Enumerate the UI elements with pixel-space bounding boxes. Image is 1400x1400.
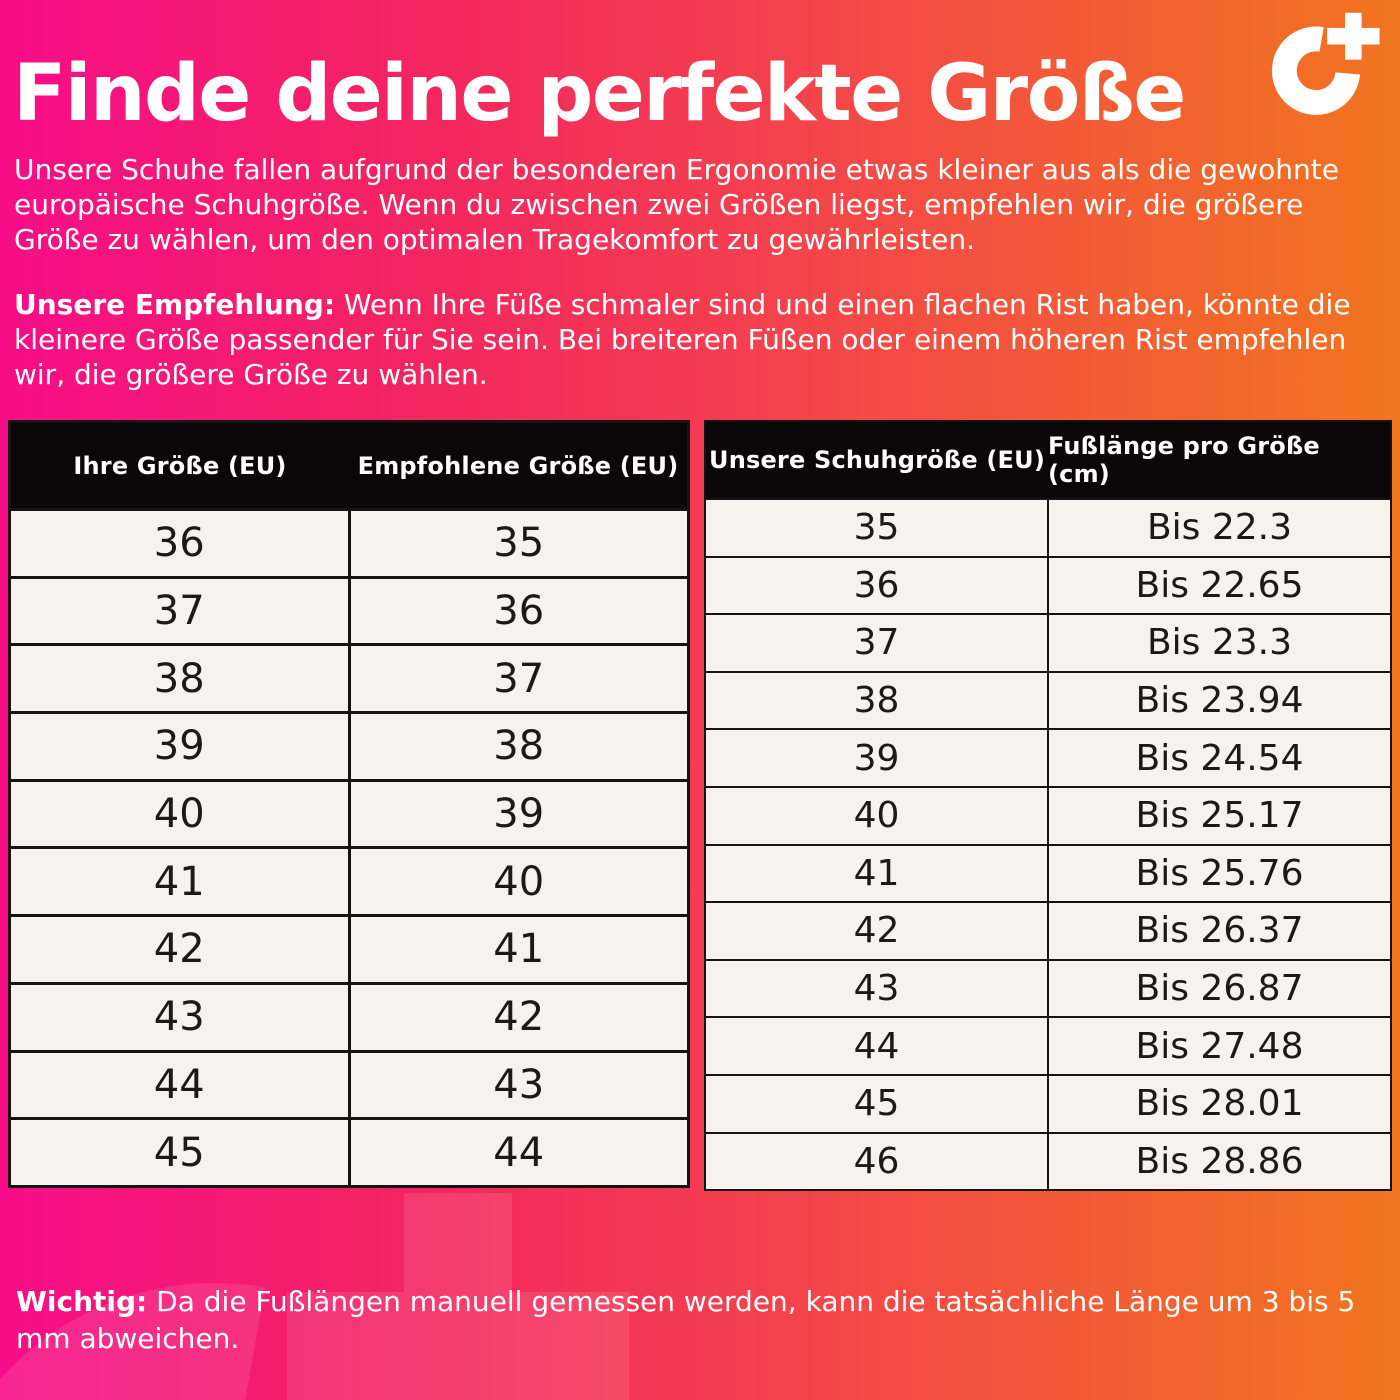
foot-length-table-body: 35 Bis 22.3 36 Bis 22.65 37 Bis 23.3 38 … xyxy=(706,498,1390,1190)
your-size-cell: 41 xyxy=(153,858,205,905)
table-row: 37 Bis 23.3 xyxy=(706,613,1390,671)
recommended-size-cell: 43 xyxy=(347,1052,688,1118)
foot-length-cell: Bis 23.94 xyxy=(1047,672,1390,729)
foot-length-table-header: Unsere Schuhgröße (EU) Fußlänge pro Größ… xyxy=(706,422,1390,498)
table-row: 38 Bis 23.94 xyxy=(706,670,1390,729)
foot-length-cell: Bis 24.54 xyxy=(1047,730,1390,786)
table-row: 45 44 xyxy=(11,1117,687,1185)
table-row: 44 Bis 27.48 xyxy=(706,1016,1390,1074)
recommended-size-cell: 39 xyxy=(347,781,688,847)
page-title: Finde deine perfekte Größe xyxy=(13,49,1186,139)
shoe-size-cell: 36 xyxy=(853,564,900,606)
your-size-cell: 45 xyxy=(153,1129,205,1176)
important-note: Wichtig: Da die Fußlängen manuell gemess… xyxy=(16,1283,1388,1357)
your-size-cell: 36 xyxy=(153,520,205,567)
column-header-recommended-size: Empfohlene Größe (EU) xyxy=(357,451,679,480)
table-row: 36 35 xyxy=(11,508,687,576)
size-recommendation-table-header: Ihre Größe (EU) Empfohlene Größe (EU) xyxy=(11,423,687,508)
foot-length-cell: Bis 26.87 xyxy=(1047,960,1390,1017)
recommended-size-cell: 37 xyxy=(347,646,688,712)
recommended-size-cell: 42 xyxy=(347,984,688,1050)
table-row: 43 42 xyxy=(11,981,688,1050)
size-recommendation-table: Ihre Größe (EU) Empfohlene Größe (EU) 36… xyxy=(8,420,690,1188)
your-size-cell: 38 xyxy=(153,655,205,702)
your-size-cell: 43 xyxy=(153,994,205,1041)
foot-length-cell: Bis 22.65 xyxy=(1047,557,1390,614)
table-row: 40 Bis 25.17 xyxy=(706,785,1390,844)
intro-paragraph: Unsere Schuhe fallen aufgrund der besond… xyxy=(14,153,1339,256)
recommendation-label: Unsere Empfehlung: xyxy=(14,288,336,321)
column-header-shoe-size: Unsere Schuhgröße (EU) xyxy=(709,446,1045,474)
size-recommendation-table-body: 36 35 37 36 38 37 39 38 xyxy=(11,508,687,1185)
table-row: 44 43 xyxy=(11,1049,688,1118)
shoe-size-cell: 38 xyxy=(853,680,900,722)
recommended-size-cell: 35 xyxy=(347,511,688,576)
table-row: 39 38 xyxy=(11,711,687,779)
table-row: 41 40 xyxy=(11,846,688,915)
table-row: 46 Bis 28.86 xyxy=(706,1131,1390,1190)
table-row: 43 Bis 26.87 xyxy=(706,958,1390,1017)
foot-length-cell: Bis 27.48 xyxy=(1047,1018,1390,1074)
important-label: Wichtig: xyxy=(16,1285,148,1318)
foot-length-cell: Bis 23.3 xyxy=(1047,615,1390,671)
shoe-size-cell: 42 xyxy=(853,910,900,952)
shoe-size-cell: 41 xyxy=(853,852,900,894)
table-row: 37 36 xyxy=(11,575,688,644)
shoe-size-cell: 45 xyxy=(853,1083,900,1125)
table-row: 41 Bis 25.76 xyxy=(706,843,1390,902)
foot-length-table: Unsere Schuhgröße (EU) Fußlänge pro Größ… xyxy=(704,420,1392,1192)
o-plus-logo-icon xyxy=(1271,12,1380,115)
shoe-size-cell: 39 xyxy=(853,737,900,779)
important-text: Da die Fußlängen manuell gemessen werden… xyxy=(16,1285,1356,1355)
column-header-your-size: Ihre Größe (EU) xyxy=(73,451,287,480)
table-row: 35 Bis 22.3 xyxy=(706,498,1390,556)
foot-length-cell: Bis 25.76 xyxy=(1047,845,1390,902)
table-row: 42 41 xyxy=(11,914,687,982)
your-size-cell: 40 xyxy=(153,791,205,838)
your-size-cell: 44 xyxy=(153,1061,205,1108)
shoe-size-cell: 46 xyxy=(853,1140,900,1182)
your-size-cell: 39 xyxy=(153,723,205,770)
recommended-size-cell: 41 xyxy=(347,917,688,982)
foot-length-cell: Bis 22.3 xyxy=(1047,500,1390,556)
shoe-size-cell: 43 xyxy=(853,968,900,1010)
table-row: 42 Bis 26.37 xyxy=(706,901,1390,959)
foot-length-cell: Bis 26.37 xyxy=(1047,903,1390,959)
your-size-cell: 37 xyxy=(153,588,205,635)
recommendation-text: Wenn Ihre Füße schmaler sind und einen f… xyxy=(14,288,1351,391)
shoe-size-cell: 37 xyxy=(853,622,900,664)
table-row: 36 Bis 22.65 xyxy=(706,555,1390,614)
foot-length-cell: Bis 28.01 xyxy=(1047,1075,1390,1132)
shoe-size-cell: 40 xyxy=(853,795,900,837)
recommended-size-cell: 40 xyxy=(347,849,688,915)
shoe-size-cell: 35 xyxy=(853,507,900,549)
recommended-size-cell: 44 xyxy=(347,1120,688,1185)
recommended-size-cell: 36 xyxy=(347,578,688,644)
recommendation-paragraph: Unsere Empfehlung: Wenn Ihre Füße schmal… xyxy=(14,287,1392,392)
your-size-cell: 42 xyxy=(153,926,205,973)
column-header-foot-length: Fußlänge pro Größe (cm) xyxy=(1048,432,1320,488)
table-row: 40 39 xyxy=(11,778,688,847)
table-row: 38 37 xyxy=(11,643,688,712)
table-row: 39 Bis 24.54 xyxy=(706,728,1390,786)
table-row: 45 Bis 28.01 xyxy=(706,1073,1390,1132)
recommended-size-cell: 38 xyxy=(347,714,688,779)
foot-length-cell: Bis 28.86 xyxy=(1047,1133,1390,1190)
foot-length-cell: Bis 25.17 xyxy=(1047,787,1390,844)
shoe-size-cell: 44 xyxy=(853,1025,900,1067)
